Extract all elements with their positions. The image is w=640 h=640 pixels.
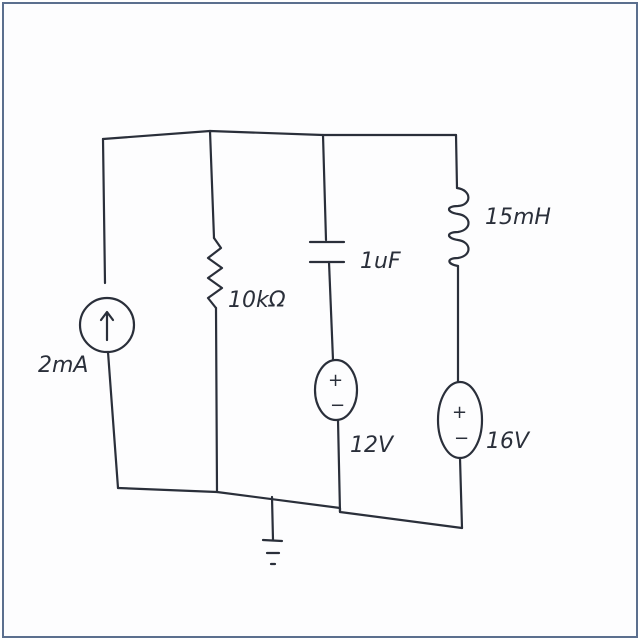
resistor <box>206 236 224 310</box>
capacitor <box>308 240 346 264</box>
resistor-branch-wire-top <box>208 129 216 240</box>
resistor-branch-wire-bottom <box>214 306 219 494</box>
top-wire <box>101 129 458 141</box>
voltage-source-12v: + − <box>313 358 359 422</box>
inductor-label: 15mH <box>485 205 551 230</box>
voltage-source-16v: + − <box>436 380 484 460</box>
capacitor-label: 1uF <box>360 249 401 274</box>
minus-sign: − <box>454 428 469 449</box>
current-source-label: 2mA <box>38 353 88 378</box>
inductor-branch-wire-top <box>454 133 459 190</box>
ground-icon <box>261 495 284 566</box>
voltage-source-12v-wire-bottom <box>336 418 342 514</box>
resistor-label: 10kΩ <box>228 288 286 313</box>
current-source <box>78 296 136 354</box>
current-source-branch-wire-bottom <box>106 350 120 490</box>
voltage-source-12v-label: 12V <box>350 433 395 458</box>
plus-sign: + <box>452 402 467 423</box>
capacitor-branch-wire-middle <box>327 260 335 362</box>
current-source-branch-wire-top <box>101 137 107 285</box>
voltage-source-16v-wire-bottom <box>458 456 464 530</box>
bottom-wire <box>116 486 464 530</box>
inductor <box>447 186 470 268</box>
plus-sign: + <box>328 370 343 391</box>
minus-sign: − <box>330 395 345 416</box>
capacitor-branch-wire-top <box>321 133 328 242</box>
voltage-source-16v-label: 16V <box>486 429 531 454</box>
